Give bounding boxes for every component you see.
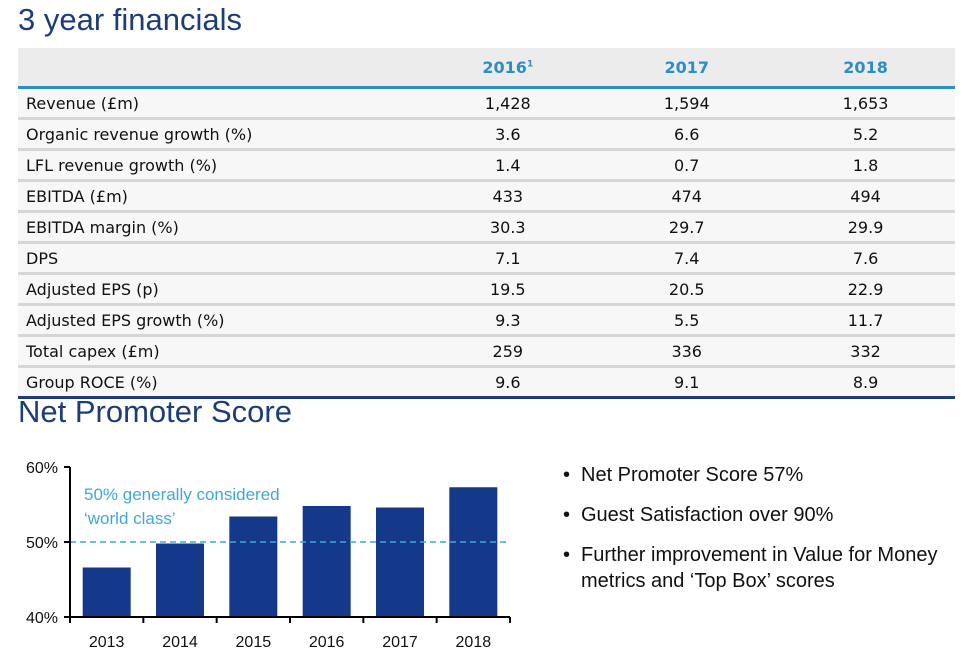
y-tick-label: 40%: [26, 610, 58, 627]
table-row: Group ROCE (%) 9.6 9.1 8.9: [18, 366, 955, 399]
bar-2018: [449, 487, 498, 617]
row-label: Adjusted EPS (p): [18, 273, 419, 306]
cell-value: 22.9: [776, 273, 955, 306]
cell-value: 11.7: [776, 304, 955, 337]
bar-2016: [302, 506, 351, 617]
cell-value: 29.9: [776, 211, 955, 244]
cell-value: 29.7: [597, 211, 777, 244]
cell-value: 7.6: [776, 242, 955, 275]
bullet-item: Guest Satisfaction over 90%: [563, 502, 963, 528]
bar-2017: [376, 507, 424, 617]
x-tick-label: 2016: [309, 634, 345, 651]
row-label: LFL revenue growth (%): [18, 149, 419, 182]
row-label: EBITDA (£m): [18, 180, 419, 213]
table-row: EBITDA (£m) 433 474 494: [18, 180, 955, 213]
row-label: Revenue (£m): [18, 87, 419, 120]
cell-value: 7.4: [597, 242, 777, 275]
cell-value: 259: [418, 335, 598, 368]
row-label: Group ROCE (%): [18, 366, 419, 399]
nps-bar-chart: 2013 2014 2015 2016 2017 2018 50% generally co…: [26, 460, 511, 651]
cell-value: 9.1: [597, 366, 777, 399]
cell-value: 332: [776, 335, 955, 368]
cell-value: 1,428: [418, 87, 598, 120]
row-label: EBITDA margin (%): [18, 211, 419, 244]
table-row: DPS 7.1 7.4 7.6: [18, 242, 955, 275]
table-header-row: 20161 2017 2018: [18, 48, 955, 89]
header-2016: 20161: [418, 48, 598, 89]
bullet-item: Further improvement in Value for Money m…: [563, 542, 963, 594]
bullet-list: Net Promoter Score 57% Guest Satisfactio…: [563, 462, 963, 608]
cell-value: 9.6: [418, 366, 598, 399]
cell-value: 1.4: [418, 149, 598, 182]
table-row: EBITDA margin (%) 30.3 29.7 29.9: [18, 211, 955, 244]
header-label: [18, 48, 419, 89]
header-2016-text: 2016: [482, 57, 527, 77]
cell-value: 0.7: [597, 149, 777, 182]
page-title: 3 year financials: [18, 2, 243, 37]
cell-value: 7.1: [418, 242, 598, 275]
y-tick-label: 50%: [26, 535, 58, 552]
financials-table: 20161 2017 2018 Revenue (£m) 1,428 1,594 1,…: [18, 48, 955, 399]
bullet-item: Net Promoter Score 57%: [563, 462, 963, 488]
cell-value: 19.5: [418, 273, 598, 306]
x-tick-label: 2013: [89, 634, 125, 651]
x-tick-label: 2015: [236, 634, 272, 651]
table-row: Organic revenue growth (%) 3.6 6.6 5.2: [18, 118, 955, 151]
table-row: Total capex (£m) 259 336 332: [18, 335, 955, 368]
row-label: Total capex (£m): [18, 335, 419, 368]
cell-value: 5.2: [776, 118, 955, 151]
bar-2014: [156, 543, 204, 617]
table-row: Revenue (£m) 1,428 1,594 1,653: [18, 87, 955, 120]
cell-value: 20.5: [597, 273, 777, 306]
y-tick-label: 60%: [26, 460, 58, 477]
cell-value: 9.3: [418, 304, 598, 337]
cell-value: 3.6: [418, 118, 598, 151]
cell-value: 6.6: [597, 118, 777, 151]
table-row: LFL revenue growth (%) 1.4 0.7 1.8: [18, 149, 955, 182]
reference-label: ‘world class’: [84, 509, 176, 528]
cell-value: 30.3: [418, 211, 598, 244]
x-tick-label: 2018: [456, 634, 492, 651]
footnote-mark: 1: [526, 59, 534, 70]
row-label: Adjusted EPS growth (%): [18, 304, 419, 337]
cell-value: 5.5: [597, 304, 777, 337]
section-title: Net Promoter Score: [18, 394, 292, 429]
cell-value: 474: [597, 180, 777, 213]
cell-value: 336: [597, 335, 777, 368]
cell-value: 8.9: [776, 366, 955, 399]
header-2018: 2018: [776, 48, 955, 89]
cell-value: 1,594: [597, 87, 777, 120]
row-label: DPS: [18, 242, 419, 275]
row-label: Organic revenue growth (%): [18, 118, 419, 151]
cell-value: 1.8: [776, 149, 955, 182]
x-tick-label: 2017: [382, 634, 418, 651]
cell-value: 433: [418, 180, 598, 213]
cell-value: 1,653: [776, 87, 955, 120]
bar-2015: [229, 516, 278, 617]
x-tick-label: 2014: [162, 634, 198, 651]
table-row: Adjusted EPS growth (%) 9.3 5.5 11.7: [18, 304, 955, 337]
table-row: Adjusted EPS (p) 19.5 20.5 22.9: [18, 273, 955, 306]
reference-label: 50% generally considered: [84, 485, 280, 504]
cell-value: 494: [776, 180, 955, 213]
bar-2013: [82, 567, 131, 617]
header-2017: 2017: [597, 48, 777, 89]
